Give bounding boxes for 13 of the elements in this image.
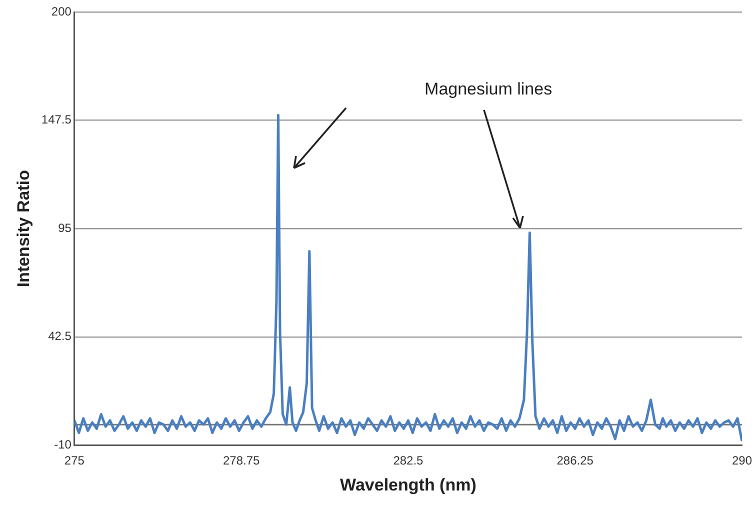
x-axis-title: Wavelength (nm)	[340, 475, 476, 494]
y-tick-label: -10	[54, 438, 72, 452]
y-tick-label: 42.5	[48, 329, 72, 344]
x-tick-label: 290	[732, 454, 752, 468]
x-tick-label: 282.5	[393, 454, 424, 468]
y-tick-label: 147.5	[41, 112, 72, 127]
annotation: Magnesium lines	[424, 80, 552, 99]
x-tick-label: 286.25	[556, 454, 594, 468]
y-tick-label: 95	[58, 220, 72, 235]
x-tick-label: 275	[64, 454, 85, 468]
y-axis-title: Intensity Ratio	[14, 170, 33, 288]
y-tick-label: 200	[51, 4, 72, 18]
x-tick-label: 278.75	[222, 454, 260, 468]
